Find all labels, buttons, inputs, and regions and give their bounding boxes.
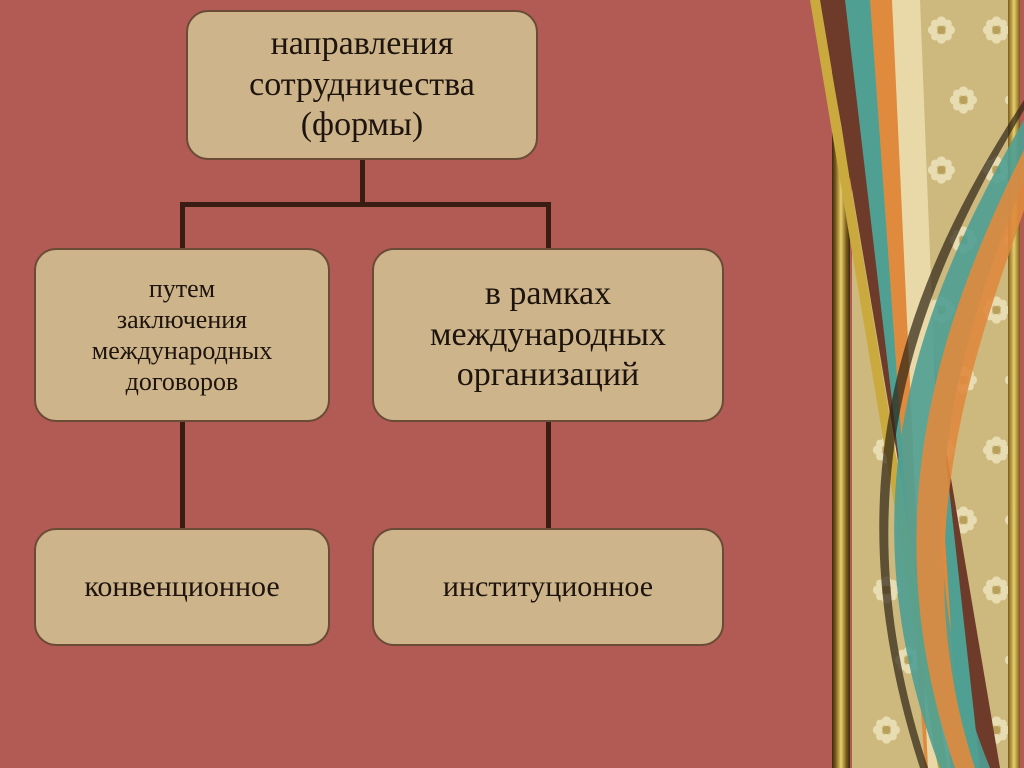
gold-band-left — [832, 0, 850, 768]
node-root: направления сотрудничества (формы) — [186, 10, 538, 160]
connector-right-down1 — [546, 202, 551, 251]
connector-h-split — [180, 202, 551, 207]
connector-left-down1 — [180, 202, 185, 251]
floral-pattern-icon — [852, 0, 1008, 768]
node-right-mid: в рамках международных организаций — [372, 248, 724, 422]
floral-panel — [852, 0, 1008, 768]
node-right-leaf: институционное — [372, 528, 724, 646]
slide-stage: направления сотрудничества (формы) путем… — [0, 0, 1024, 768]
node-left-mid: путем заключения международных договоров — [34, 248, 330, 422]
connector-left-down2 — [180, 420, 185, 531]
connector-right-down2 — [546, 420, 551, 531]
node-left-leaf: конвенционное — [34, 528, 330, 646]
gold-band-right — [1008, 0, 1020, 768]
connector-root-stem — [360, 158, 365, 207]
